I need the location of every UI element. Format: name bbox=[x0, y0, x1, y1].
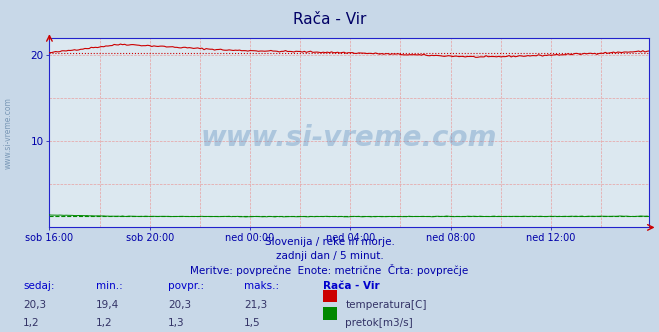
Text: povpr.:: povpr.: bbox=[168, 281, 204, 290]
Text: 1,3: 1,3 bbox=[168, 318, 185, 328]
Text: www.si-vreme.com: www.si-vreme.com bbox=[3, 97, 13, 169]
Text: Rača - Vir: Rača - Vir bbox=[293, 12, 366, 27]
Text: 1,2: 1,2 bbox=[96, 318, 112, 328]
Text: 1,5: 1,5 bbox=[244, 318, 260, 328]
Text: 1,2: 1,2 bbox=[23, 318, 40, 328]
Text: pretok[m3/s]: pretok[m3/s] bbox=[345, 318, 413, 328]
Text: sedaj:: sedaj: bbox=[23, 281, 55, 290]
Text: 19,4: 19,4 bbox=[96, 300, 119, 310]
Text: Slovenija / reke in morje.: Slovenija / reke in morje. bbox=[264, 237, 395, 247]
Text: zadnji dan / 5 minut.: zadnji dan / 5 minut. bbox=[275, 251, 384, 261]
Text: 21,3: 21,3 bbox=[244, 300, 267, 310]
Text: Meritve: povprečne  Enote: metrične  Črta: povprečje: Meritve: povprečne Enote: metrične Črta:… bbox=[190, 264, 469, 276]
Text: temperatura[C]: temperatura[C] bbox=[345, 300, 427, 310]
Text: min.:: min.: bbox=[96, 281, 123, 290]
Text: www.si-vreme.com: www.si-vreme.com bbox=[201, 124, 498, 152]
Text: 20,3: 20,3 bbox=[168, 300, 191, 310]
Text: Rača - Vir: Rača - Vir bbox=[323, 281, 380, 290]
Text: maks.:: maks.: bbox=[244, 281, 279, 290]
Text: 20,3: 20,3 bbox=[23, 300, 46, 310]
